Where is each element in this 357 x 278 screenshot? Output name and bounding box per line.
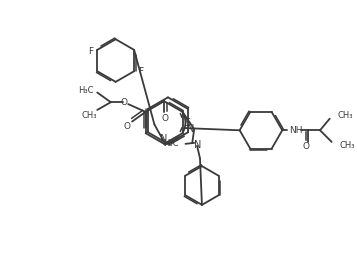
Text: O: O — [162, 114, 169, 123]
Text: N: N — [187, 124, 195, 134]
Text: F: F — [139, 67, 144, 76]
Text: O: O — [124, 122, 131, 131]
Text: N: N — [194, 140, 202, 150]
Text: CH₃: CH₃ — [337, 111, 353, 120]
Text: F: F — [88, 47, 93, 56]
Text: H₃C: H₃C — [163, 139, 179, 148]
Text: S: S — [185, 118, 191, 128]
Text: NH: NH — [289, 126, 303, 135]
Text: CH₃: CH₃ — [82, 111, 97, 120]
Text: CH₃: CH₃ — [340, 141, 355, 150]
Text: O: O — [303, 142, 310, 151]
Text: N: N — [160, 134, 168, 144]
Text: O: O — [121, 98, 128, 107]
Text: H₃C: H₃C — [78, 86, 93, 95]
